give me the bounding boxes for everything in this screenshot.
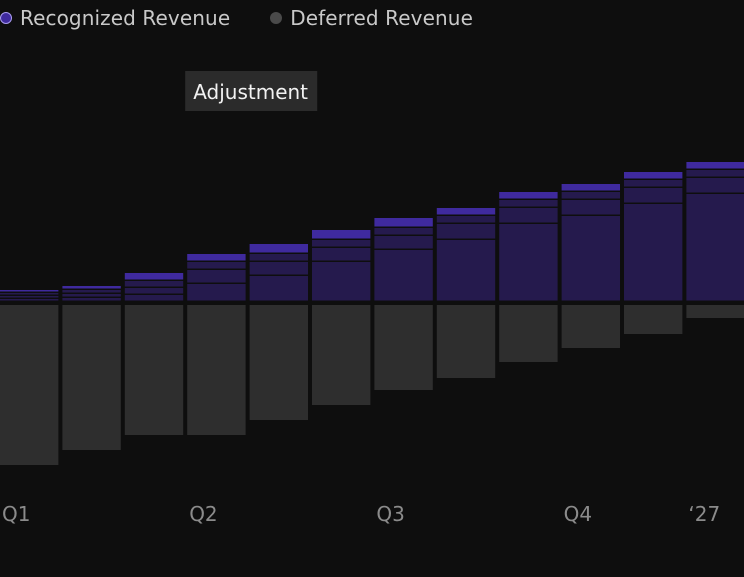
recognized-bar-top-segment [561, 184, 620, 191]
recognized-bar-segment [187, 284, 246, 301]
x-tick-label: Q4 [564, 502, 592, 526]
recognized-bar-segment [499, 200, 558, 207]
recognized-bar-segment [686, 194, 744, 301]
recognized-bar-top-segment [62, 286, 121, 289]
recognized-bar-top-segment [124, 273, 184, 280]
recognized-bar-segment [124, 295, 184, 301]
recognized-bar-top-segment [0, 290, 59, 292]
deferred-bar [62, 305, 121, 450]
deferred-bar [249, 305, 308, 420]
recognized-bar-segment [686, 170, 744, 177]
recognized-bar-segment [187, 262, 246, 269]
recognized-bar-segment [499, 208, 558, 223]
recognized-bar-segment [312, 240, 371, 247]
recognized-bar-segment [686, 178, 744, 193]
recognized-bar-top-segment [686, 162, 744, 169]
annotation-box [185, 71, 318, 111]
recognized-bar-segment [249, 262, 308, 275]
legend-label: Deferred Revenue [290, 6, 473, 30]
deferred-bar [624, 305, 683, 334]
legend: Recognized Revenue Deferred Revenue [0, 6, 513, 30]
recognized-bar-segment [62, 294, 121, 297]
recognized-bar-top-segment [312, 230, 371, 239]
deferred-bar [0, 305, 59, 465]
deferred-bar [499, 305, 558, 362]
recognized-bar-segment [249, 254, 308, 261]
recognized-bar-segment [124, 288, 184, 294]
legend-swatch [0, 12, 12, 24]
recognized-bar-segment [561, 192, 620, 199]
x-tick-label: Q1 [2, 502, 30, 526]
recognized-bar-segment [0, 293, 59, 295]
recognized-bar-top-segment [187, 254, 246, 261]
deferred-bar [686, 305, 744, 318]
recognized-bar-segment [249, 276, 308, 301]
recognized-bar-segment [312, 262, 371, 301]
recognized-bar-segment [624, 188, 683, 203]
annotation-label: Adjustment [193, 80, 308, 104]
deferred-bar [436, 305, 496, 378]
recognized-bar-segment [124, 281, 184, 287]
recognized-bar-top-segment [249, 244, 308, 253]
recognized-bar-segment [62, 290, 121, 293]
recognized-bar-segment [0, 296, 59, 298]
recognized-bar-top-segment [374, 218, 433, 227]
deferred-bar [187, 305, 246, 435]
recognized-bar-segment [374, 228, 433, 235]
recognized-bar-segment [0, 299, 59, 301]
recognized-bar-segment [436, 216, 496, 223]
deferred-bar [124, 305, 184, 435]
recognized-bar-segment [624, 204, 683, 301]
recognized-bar-segment [187, 270, 246, 283]
recognized-bar-segment [436, 240, 496, 301]
legend-item-recognized[interactable]: Recognized Revenue [0, 6, 230, 30]
legend-item-deferred[interactable]: Deferred Revenue [270, 6, 473, 30]
x-tick-label: Q2 [189, 502, 217, 526]
recognized-bar-segment [561, 200, 620, 215]
recognized-bar-segment [561, 216, 620, 301]
recognized-bar-segment [499, 224, 558, 301]
recognized-bar-segment [62, 298, 121, 301]
x-tick-label: Q3 [376, 502, 404, 526]
recognized-bar-segment [312, 248, 371, 261]
recognized-bar-segment [374, 250, 433, 301]
legend-label: Recognized Revenue [20, 6, 231, 30]
deferred-bar [561, 305, 620, 348]
deferred-bar [312, 305, 371, 405]
deferred-bar [374, 305, 433, 390]
x-tick-label: ‘27 [688, 502, 720, 526]
recognized-bar-segment [374, 236, 433, 249]
recognized-bar-segment [624, 180, 683, 187]
recognized-bar-top-segment [436, 208, 496, 215]
recognized-bar-top-segment [624, 172, 683, 179]
recognized-bar-segment [436, 224, 496, 239]
recognized-bar-top-segment [499, 192, 558, 199]
legend-swatch [270, 12, 283, 24]
